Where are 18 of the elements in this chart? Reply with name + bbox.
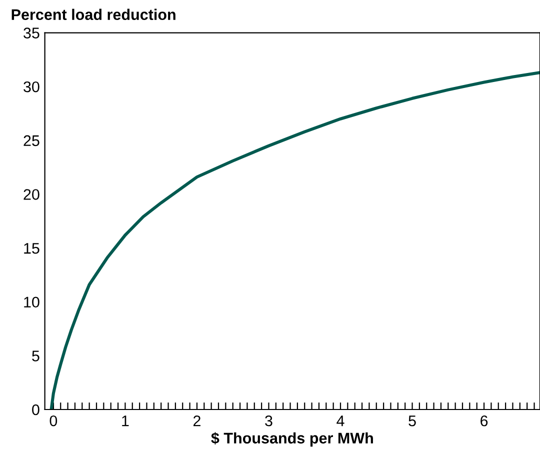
y-tick-label: 15 xyxy=(24,243,40,254)
x-tick-label: 2 xyxy=(193,415,200,426)
y-tick-label: 5 xyxy=(32,350,40,362)
x-tick-label: 5 xyxy=(408,416,416,426)
x-tick-label: 4 xyxy=(336,416,344,426)
x-tick-label: 3 xyxy=(265,415,272,426)
x-tick-label: 6 xyxy=(480,415,488,426)
y-tick-label: 10 xyxy=(24,296,40,308)
y-tick-label: 35 xyxy=(24,28,40,38)
x-tick-label: 1 xyxy=(122,416,129,426)
y-axis-title: Percent load reduction xyxy=(12,8,176,20)
y-tick-label: 0 xyxy=(32,404,40,416)
line-series xyxy=(50,71,540,410)
x-tick-label: 0 xyxy=(50,415,58,426)
y-tick-label: 30 xyxy=(24,81,40,92)
y-tick-label: 20 xyxy=(24,189,40,200)
x-axis-title: $ Thousands per MWh xyxy=(211,432,373,447)
y-tick-label: 25 xyxy=(24,135,40,146)
